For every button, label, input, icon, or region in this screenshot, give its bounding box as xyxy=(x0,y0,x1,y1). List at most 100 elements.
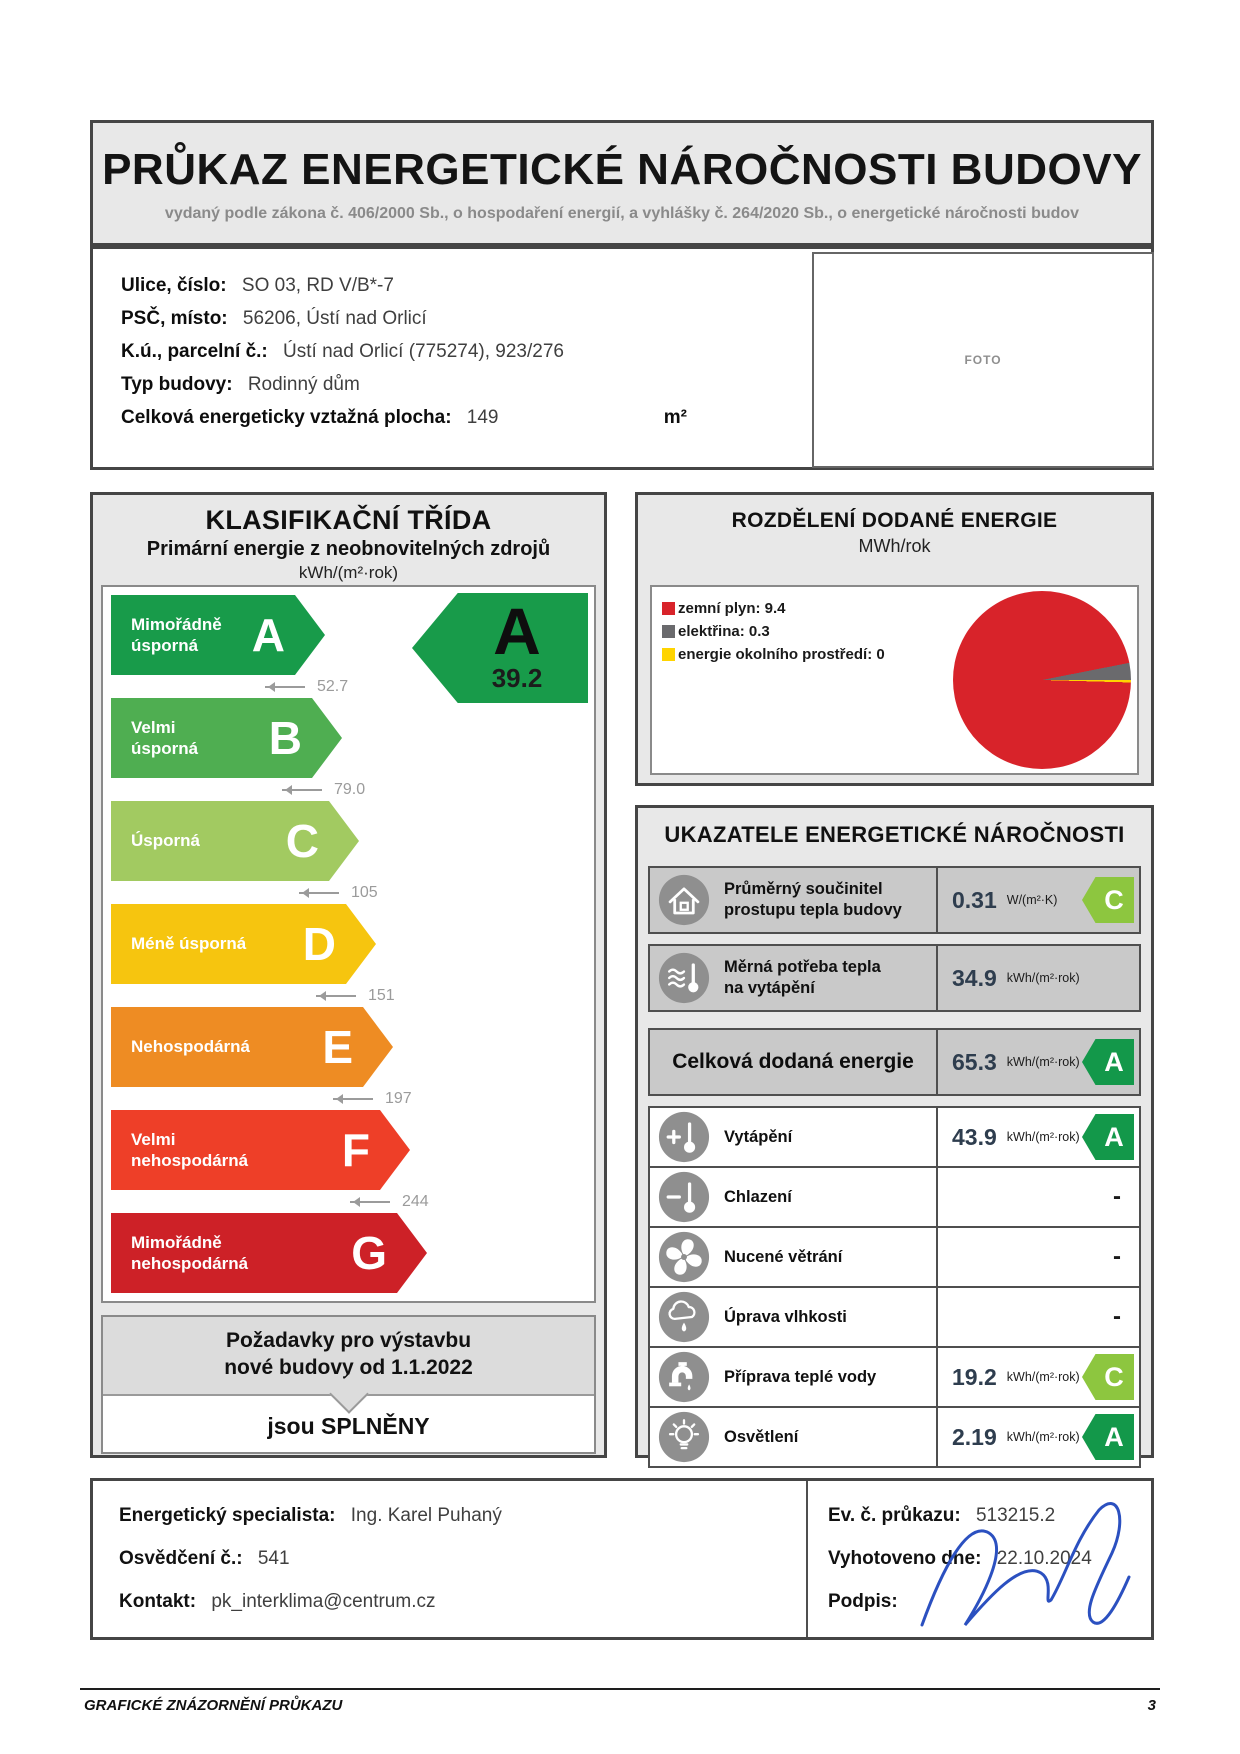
indicators-rows: Průměrný součinitel prostupu tepla budovy… xyxy=(648,866,1141,1468)
class-letter: D xyxy=(302,918,336,970)
page-subtitle: vydaný podle zákona č. 406/2000 Sb., o h… xyxy=(164,205,1080,222)
house-icon xyxy=(658,874,710,926)
thermometer-waves-icon xyxy=(658,952,710,1004)
indicator-label-cell: Příprava teplé vody xyxy=(650,1348,938,1406)
indicator-row-heat-demand: Měrná potřeba tepla na vytápění 34.9 kWh/… xyxy=(648,944,1141,1012)
class-badge: A xyxy=(1082,1414,1134,1460)
specialist-footer-box: Energetický specialista: Ing. Karel Puha… xyxy=(90,1478,1154,1640)
classification-chart: Mimořádně úsporná A 52.7 Velmi úsporná B 7… xyxy=(101,585,596,1303)
legend-swatch-environment xyxy=(662,648,675,661)
indicator-row-ventilation: Nucené větrání - xyxy=(648,1226,1141,1288)
class-badge: A xyxy=(1082,1114,1134,1160)
tap-icon xyxy=(658,1351,710,1403)
field-label: Energetický specialista: xyxy=(119,1505,336,1526)
indicator-value-cell: 65.3 kWh/(m²·rok) A xyxy=(938,1030,1139,1094)
threshold-value: 79.0 xyxy=(334,780,366,798)
thermometer-minus-icon xyxy=(658,1171,710,1223)
indicator-label-cell: Úprava vlhkosti xyxy=(650,1288,938,1346)
field-label: K.ú., parcelní č.: xyxy=(121,341,268,362)
page-title: PRŮKAZ ENERGETICKÉ NÁROČNOSTI BUDOVY xyxy=(102,145,1142,194)
legend-label: energie okolního prostředí: 0 xyxy=(678,646,885,663)
indicators-title: UKAZATELE ENERGETICKÉ NÁROČNOSTI xyxy=(664,822,1125,847)
indicator-label: Nucené větrání xyxy=(724,1247,843,1266)
indicator-row-total-delivered: Celková dodaná energie 65.3 kWh/(m²·rok)… xyxy=(648,1028,1141,1096)
field-value: Rodinný dům xyxy=(247,374,360,395)
class-label: Úsporná xyxy=(131,831,200,851)
field-label: Typ budovy: xyxy=(121,374,233,395)
class-badge: C xyxy=(1082,1354,1134,1400)
indicator-unit: kWh/(m²·rok) xyxy=(1006,1055,1080,1069)
pie-chart-box: zemní plyn: 9.4 elektřina: 0.3 energie o… xyxy=(650,585,1139,775)
class-letter: B xyxy=(268,712,302,764)
field-cadastre: K.ú., parcelní č.: Ústí nad Orlicí (7752… xyxy=(121,341,1151,363)
field-building-type: Typ budovy: Rodinný dům xyxy=(121,374,1151,396)
class-badge: A xyxy=(1082,1039,1134,1085)
pie-chart-title: ROZDĚLENÍ DODANÉ ENERGIE xyxy=(731,509,1058,532)
indicator-unit: kWh/(m²·rok) xyxy=(1006,1370,1080,1384)
field-label: Ev. č. průkazu: xyxy=(828,1505,961,1526)
class-letter: C xyxy=(285,815,319,867)
field-value: 149 xyxy=(466,407,499,428)
indicator-label-cell: Chlazení xyxy=(650,1168,938,1226)
indicator-value-cell: 19.2 kWh/(m²·rok) C xyxy=(938,1348,1139,1406)
threshold-row: 197 xyxy=(333,1087,594,1110)
indicator-value: 19.2 xyxy=(952,1363,997,1390)
class-label: Velmi úsporná xyxy=(131,717,199,758)
indicator-label: Chlazení xyxy=(724,1187,792,1206)
legend-label: zemní plyn: 9.4 xyxy=(678,600,786,617)
indicator-value: 43.9 xyxy=(952,1123,997,1150)
classification-panel: KLASIFIKAČNÍ TŘÍDA Primární energie z ne… xyxy=(90,492,607,1458)
indicator-dash: - xyxy=(1113,1243,1121,1270)
threshold-row: 244 xyxy=(350,1190,594,1213)
indicator-row-lighting: Osvětlení 2.19 kWh/(m²·rok) A xyxy=(648,1406,1141,1468)
legend-swatch-gas xyxy=(662,602,675,615)
class-letter: E xyxy=(322,1021,353,1073)
class-arrow-f: Velmi nehospodárná F xyxy=(111,1110,410,1190)
threshold-row: 105 xyxy=(299,881,594,904)
indicator-unit: kWh/(m²·rok) xyxy=(1006,971,1080,985)
certificate-meta: Ev. č. průkazu: 513215.2 Vyhotoveno dne:… xyxy=(806,1481,1151,1637)
indicator-row-humidity: Úprava vlhkosti - xyxy=(648,1286,1141,1348)
field-label: Ulice, číslo: xyxy=(121,275,227,296)
indicator-value-cell: 34.9 kWh/(m²·rok) xyxy=(938,946,1139,1010)
indicator-label: Úprava vlhkosti xyxy=(724,1307,847,1326)
indicator-value: 2.19 xyxy=(952,1423,997,1450)
threshold-value: 105 xyxy=(351,883,378,901)
class-arrow-e: Nehospodárná E xyxy=(111,1007,393,1087)
contact-row: Kontakt: pk_interklima@centrum.cz xyxy=(119,1591,806,1613)
field-reference-area: Celková energeticky vztažná plocha: 149 … xyxy=(121,407,1151,429)
specialist-info: Energetický specialista: Ing. Karel Puha… xyxy=(93,1481,806,1637)
class-label: Nehospodárná xyxy=(131,1037,251,1057)
indicator-value: 34.9 xyxy=(952,964,997,991)
field-value: 513215.2 xyxy=(975,1505,1056,1526)
indicator-value-cell: 43.9 kWh/(m²·rok) A xyxy=(938,1108,1139,1166)
certificate-ev-number-row: Ev. č. průkazu: 513215.2 xyxy=(828,1505,1151,1527)
threshold-row: 79.0 xyxy=(282,778,594,801)
left-arrow-icon xyxy=(282,784,322,795)
indicator-value-cell: - xyxy=(938,1288,1139,1346)
header-box: PRŮKAZ ENERGETICKÉ NÁROČNOSTI BUDOVY vyd… xyxy=(90,120,1154,246)
indicator-row-heating: Vytápění 43.9 kWh/(m²·rok) A xyxy=(648,1106,1141,1168)
indicator-unit: kWh/(m²·rok) xyxy=(1006,1430,1080,1444)
field-value: pk_interklima@centrum.cz xyxy=(211,1591,436,1612)
legend-swatch-electricity xyxy=(662,625,675,638)
field-value: Ing. Karel Puhaný xyxy=(350,1505,502,1526)
photo-placeholder: FOTO xyxy=(812,252,1154,468)
indicator-label-cell: Osvětlení xyxy=(650,1408,938,1466)
footer-divider xyxy=(80,1688,1160,1690)
humidity-cloud-icon xyxy=(658,1291,710,1343)
indicator-dash: - xyxy=(1113,1183,1121,1210)
left-arrow-icon xyxy=(299,887,339,898)
indicators-panel: UKAZATELE ENERGETICKÉ NÁROČNOSTI Průměrn… xyxy=(635,805,1154,1468)
indicator-value: 0.31 xyxy=(952,886,997,913)
field-street: Ulice, číslo: SO 03, RD V/B*-7 xyxy=(121,275,1151,297)
class-label: Méně úsporná xyxy=(131,934,247,954)
pie-chart xyxy=(953,591,1131,769)
indicator-label-cell: Nucené větrání xyxy=(650,1228,938,1286)
threshold-value: 151 xyxy=(368,986,395,1004)
class-label: Mimořádně nehospodárná xyxy=(131,1232,249,1273)
class-letter: A xyxy=(251,609,285,661)
class-arrow-d: Méně úsporná D xyxy=(111,904,376,984)
field-value: Ústí nad Orlicí (775274), 923/276 xyxy=(283,341,564,362)
